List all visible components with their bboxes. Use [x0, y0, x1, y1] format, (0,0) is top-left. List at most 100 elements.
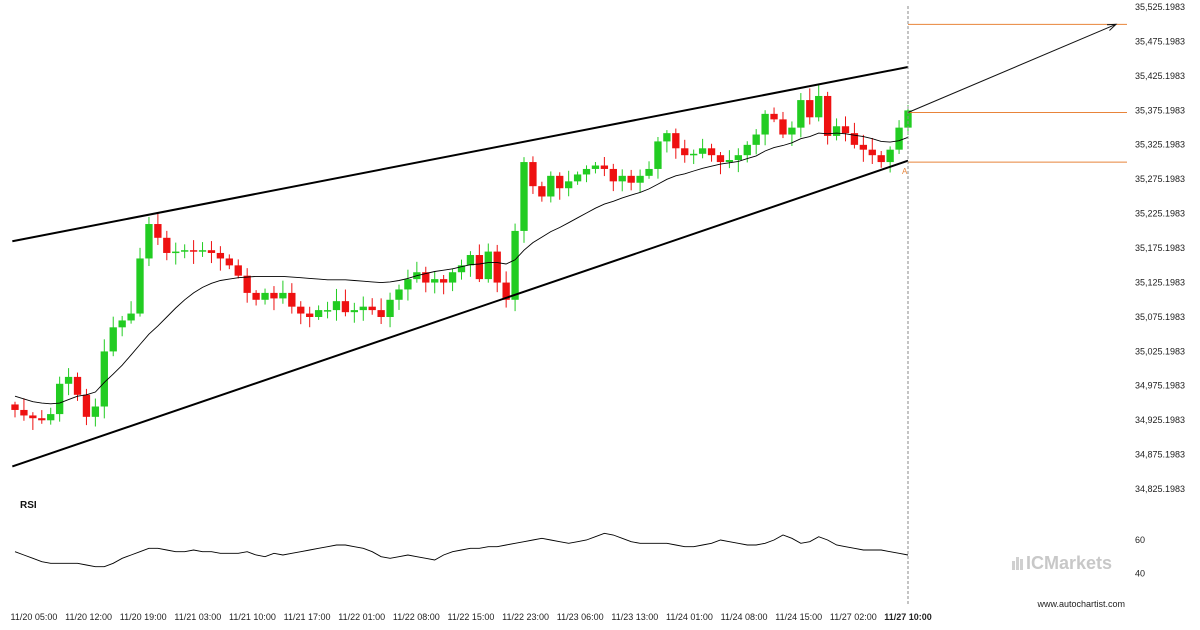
candle-body [654, 141, 662, 169]
candle-body [636, 175, 644, 183]
candle [493, 244, 501, 293]
candle-body [306, 313, 314, 317]
candle [55, 376, 64, 422]
candle-body [573, 174, 582, 182]
candle-body [136, 258, 144, 314]
brand-ic: IC [1026, 553, 1044, 573]
candle-body [323, 310, 332, 312]
time-tick-label: 11/21 17:00 [284, 612, 331, 622]
candle-body [47, 414, 55, 421]
candle-body [752, 134, 760, 145]
candle-body [404, 279, 412, 290]
candle [600, 156, 609, 177]
candle-body [431, 279, 439, 283]
candle [270, 286, 278, 311]
candle [582, 165, 591, 183]
candle-body [797, 100, 805, 128]
candle-body [145, 224, 153, 259]
candle-body [725, 159, 734, 163]
candle-body [484, 251, 492, 280]
candle-body [100, 351, 108, 407]
candle-body [698, 148, 707, 154]
candle [636, 169, 644, 192]
candle-body [475, 255, 484, 280]
candle-body [850, 133, 859, 145]
candle [109, 316, 117, 357]
time-tick-label: 11/22 23:00 [502, 612, 549, 622]
candle-body [600, 165, 609, 169]
candle-body [216, 252, 225, 259]
time-tick-label: 11/21 03:00 [174, 612, 221, 622]
candle-body [716, 155, 725, 163]
candle-body [895, 127, 903, 150]
candle-body [243, 275, 251, 293]
candle-body [154, 224, 162, 238]
candle [386, 292, 394, 328]
candle-body [386, 299, 394, 317]
price-tick-label: 35,425.1983 [1135, 71, 1185, 81]
price-tick-label: 35,375.1983 [1135, 105, 1185, 115]
candle-body [770, 113, 778, 120]
candle-body [493, 251, 501, 283]
candle-body [207, 250, 216, 253]
candle-body [556, 175, 564, 189]
candle-body [743, 144, 751, 156]
candle-body [377, 310, 385, 317]
candle-body [297, 306, 305, 314]
candle [690, 149, 698, 165]
candle-body [172, 251, 180, 254]
price-tick-label: 34,825.1983 [1135, 484, 1185, 494]
price-plot: A [11, 6, 1127, 606]
annotation-marker: A [902, 167, 908, 176]
candle-body [832, 126, 841, 136]
price-tick-label: 34,875.1983 [1135, 450, 1185, 460]
candle [868, 137, 876, 164]
candle-body [627, 175, 635, 183]
candle [279, 280, 287, 304]
price-tick-label: 35,275.1983 [1135, 174, 1185, 184]
candle-body [341, 301, 350, 313]
candle [297, 301, 305, 325]
candle [448, 268, 457, 292]
candle [189, 240, 198, 264]
rsi-tick-label: 60 [1135, 535, 1145, 545]
candle [332, 288, 341, 321]
price-tick-label: 35,125.1983 [1135, 277, 1185, 287]
candle-body [645, 168, 653, 176]
price-tick-label: 35,225.1983 [1135, 209, 1185, 219]
time-tick-label: 11/24 01:00 [666, 612, 713, 622]
time-tick-label: 11/23 06:00 [557, 612, 604, 622]
candle-body [332, 301, 341, 311]
icmarkets-logo: ICMarkets [1012, 553, 1112, 573]
candle-body [91, 406, 100, 417]
candle-body [288, 292, 296, 307]
time-tick-label: 11/21 10:00 [229, 612, 276, 622]
candle [573, 171, 582, 185]
candle-body [118, 320, 126, 328]
candle [172, 242, 180, 265]
price-tick-label: 34,975.1983 [1135, 381, 1185, 391]
candle [288, 283, 296, 314]
candle [439, 274, 448, 295]
candle [725, 150, 734, 169]
candle-body [163, 237, 171, 253]
moving-average-line [14, 132, 909, 405]
candle-body [350, 310, 359, 313]
candle [681, 139, 689, 163]
candle-body [779, 119, 787, 135]
time-axis: 11/20 05:00 11/20 12:00 11/20 19:00 11/21 0… [11, 612, 932, 622]
candle-body [877, 155, 885, 163]
candle [216, 246, 225, 271]
candle [895, 120, 903, 154]
wedge-lower-trendline [11, 159, 909, 468]
candle [886, 146, 894, 173]
candle-body [788, 127, 796, 135]
candle-body [64, 376, 73, 384]
candle [29, 412, 37, 430]
candle [64, 368, 73, 396]
candle-body [761, 113, 769, 135]
candle-body [422, 272, 430, 283]
candle [118, 315, 126, 337]
candle [145, 217, 153, 267]
